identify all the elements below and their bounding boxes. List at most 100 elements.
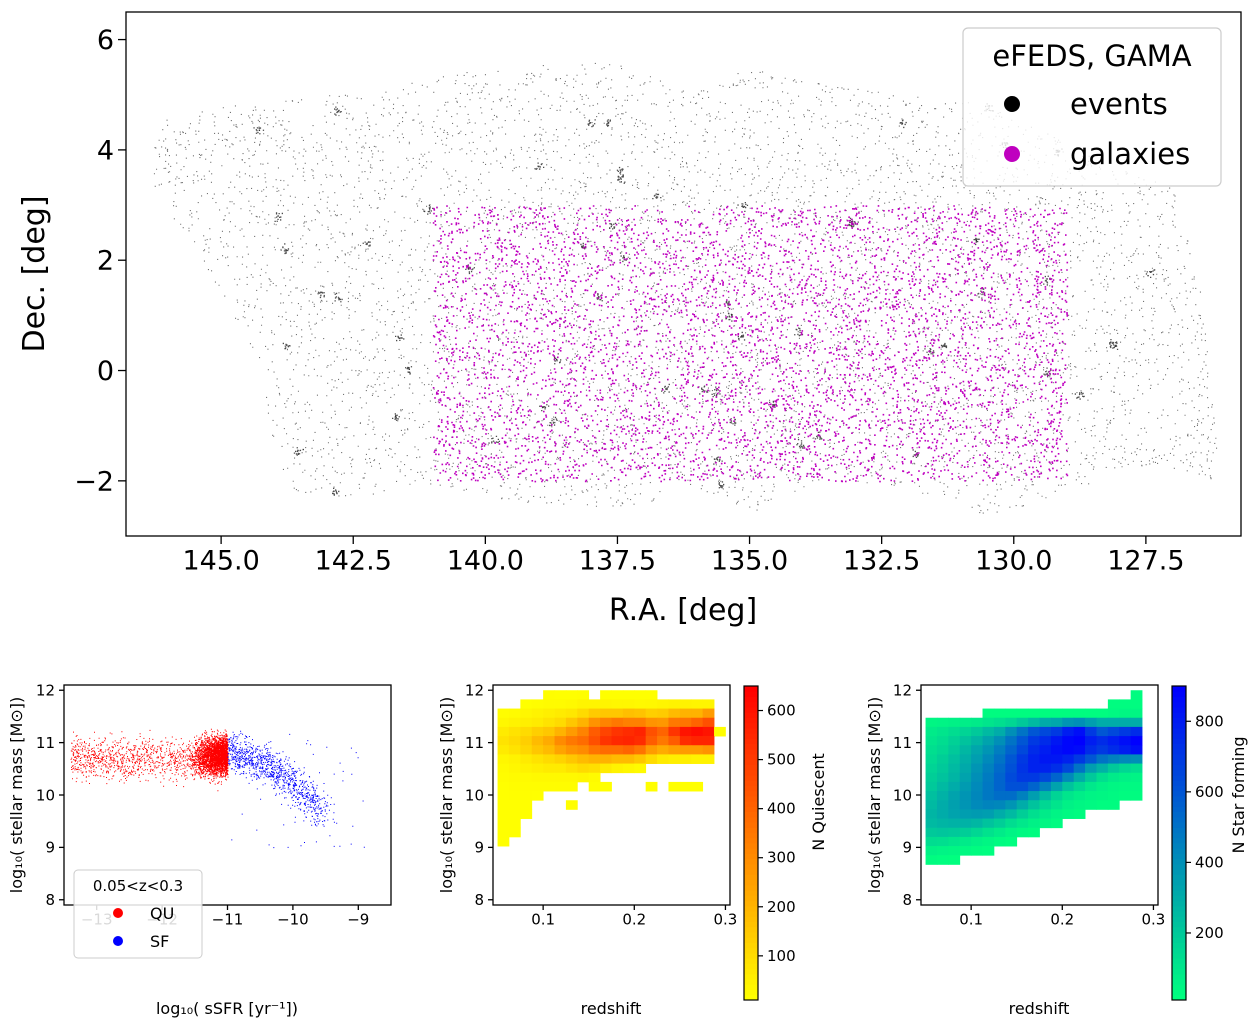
colorbar-segment (1172, 816, 1186, 823)
heatmap-cell (936, 827, 949, 838)
quiescent-heatmap-y-ticks: 8 9 10 11 12 (465, 681, 493, 909)
y-tick-label: 8 (45, 891, 55, 909)
x-tick-label: 132.5 (843, 546, 920, 577)
colorbar-segment (1172, 968, 1186, 975)
heatmap-cell (554, 754, 567, 764)
heatmap-cell (588, 717, 601, 728)
heatmap-cell (691, 708, 704, 719)
heatmap-cell (657, 717, 669, 728)
colorbar-segment (744, 712, 758, 718)
heatmap-cell (1016, 736, 1029, 746)
star-forming-heatmap-y-axis-label: log₁₀( stellar mass [M⊙]) (865, 697, 884, 893)
heatmap-cell (1028, 763, 1040, 774)
heatmap-cell (634, 726, 647, 737)
heatmap-cell (1016, 827, 1029, 838)
heatmap-cell (691, 736, 704, 746)
heatmap-cell (531, 772, 544, 783)
colorbar-segment (744, 722, 758, 729)
heatmap-cell (543, 772, 555, 783)
colorbar-segment (744, 984, 758, 991)
colorbar-tick-label: 100 (767, 947, 796, 965)
heatmap-cell (679, 717, 692, 728)
heatmap-cell (565, 781, 578, 792)
heatmap-cell (497, 717, 510, 728)
heatmap-cell (497, 745, 510, 755)
heatmap-cell (1016, 800, 1029, 810)
ssfr-mass-legend-title: 0.05<z<0.3 (93, 877, 183, 895)
heatmap-cell (520, 736, 533, 746)
heatmap-cell (971, 846, 983, 856)
colorbar-segment (1172, 848, 1186, 854)
heatmap-cell (1085, 736, 1097, 746)
star-forming-colorbar-label: N Star forming (1229, 737, 1248, 854)
heatmap-cell (1130, 717, 1143, 728)
heatmap-cell (1085, 726, 1097, 737)
heatmap-cell (543, 781, 555, 792)
star-forming-colorbar: 200 400 600 800 (1171, 685, 1224, 1001)
heatmap-cell (948, 763, 961, 774)
heatmap-cell (691, 699, 704, 709)
heatmap-cell (634, 763, 647, 774)
heatmap-cell (993, 809, 1006, 819)
x-tick-label: 140.0 (447, 546, 524, 577)
heatmap-cell (1119, 763, 1132, 774)
colorbar-segment (744, 900, 758, 907)
heatmap-cell (520, 772, 533, 783)
colorbar-segment (1172, 717, 1186, 724)
heatmap-cell (993, 736, 1006, 746)
heatmap-cell (1096, 800, 1109, 810)
heatmap-cell (565, 726, 578, 737)
heatmap-cell (1073, 800, 1086, 810)
heatmap-cell (1050, 809, 1063, 819)
heatmap-cell (668, 699, 681, 709)
heatmap-cell (520, 809, 533, 819)
heatmap-cell (634, 690, 647, 700)
heatmap-cell (611, 763, 624, 774)
colorbar-segment (744, 769, 758, 776)
colorbar-segment (744, 979, 758, 985)
heatmap-cell (982, 827, 995, 838)
heatmap-cell (1050, 708, 1063, 719)
heatmap-cell (1028, 717, 1040, 728)
heatmap-cell (1050, 726, 1063, 737)
heatmap-cell (508, 781, 521, 792)
heatmap-cell (588, 772, 601, 783)
x-tick-label: 0.1 (531, 910, 555, 928)
quiescent-colorbar-label: N Quiescent (809, 753, 828, 850)
colorbar-segment (1172, 696, 1186, 703)
heatmap-cell (936, 846, 949, 856)
heatmap-cell (691, 754, 704, 764)
x-tick-label: 0.3 (714, 910, 738, 928)
heatmap-cell (622, 754, 635, 764)
y-tick-label: 12 (465, 681, 484, 699)
heatmap-cell (611, 726, 624, 737)
colorbar-segment (744, 827, 758, 834)
heatmap-cell (982, 708, 995, 719)
heatmap-cell (993, 726, 1006, 737)
colorbar-segment (744, 905, 758, 912)
colorbar-segment (1172, 984, 1186, 991)
heatmap-cell (959, 809, 972, 819)
heatmap-cell (948, 846, 961, 856)
heatmap-cell (714, 726, 726, 737)
heatmap-cell (948, 791, 961, 801)
heatmap-cell (948, 836, 961, 847)
heatmap-cell (1016, 791, 1029, 801)
colorbar-tick-label: 200 (1195, 924, 1224, 942)
heatmap-cell (1073, 754, 1086, 764)
heatmap-cell (1016, 763, 1029, 774)
heatmap-cell (1085, 745, 1097, 755)
colorbar-segment (744, 701, 758, 708)
heatmap-cell (600, 690, 612, 700)
heatmap-cell (1085, 763, 1097, 774)
heatmap-cell (1039, 717, 1052, 728)
heatmap-cell (588, 745, 601, 755)
heatmap-cell (982, 736, 995, 746)
heatmap-cell (1119, 791, 1132, 801)
heatmap-cell (657, 736, 669, 746)
heatmap-cell (508, 745, 521, 755)
heatmap-cell (971, 781, 983, 792)
heatmap-cell (1028, 781, 1040, 792)
heatmap-cell (543, 754, 555, 764)
heatmap-cell (1050, 763, 1063, 774)
